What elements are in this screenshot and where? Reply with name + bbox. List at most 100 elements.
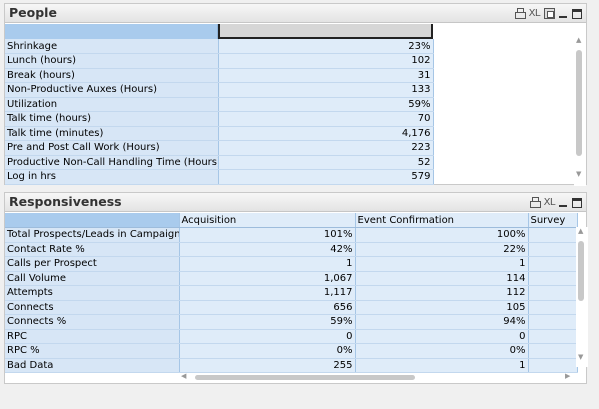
responsiveness-vertical-scrollbar[interactable]: ▲ ▼ (576, 227, 588, 367)
row-label[interactable]: Total Prospects/Leads in Campaign (5, 227, 180, 243)
row-value[interactable]: 59% (218, 97, 434, 112)
acquisition-cell[interactable]: 1,067 (179, 271, 356, 286)
table-row: Talk time (minutes) 4,176 (5, 126, 434, 141)
row-label[interactable]: Lunch (hours) (5, 53, 219, 69)
scroll-up-icon[interactable]: ▲ (576, 36, 582, 44)
survey-cell[interactable] (528, 343, 578, 359)
row-label[interactable]: Pre and Post Call Work (Hours) (5, 140, 219, 156)
scroll-down-icon[interactable]: ▼ (578, 353, 584, 361)
survey-cell[interactable] (528, 271, 578, 286)
minimize-icon[interactable] (559, 9, 568, 19)
event-confirmation-cell[interactable]: 1 (355, 358, 529, 373)
event-confirmation-cell[interactable]: 1 (355, 256, 529, 272)
table-row: Connects 656 105 (5, 300, 578, 315)
scroll-up-icon[interactable]: ▲ (578, 227, 584, 235)
row-label[interactable]: Talk time (minutes) (5, 126, 219, 141)
survey-cell[interactable] (528, 242, 578, 257)
event-confirmation-cell[interactable]: 94% (355, 314, 529, 330)
survey-cell[interactable] (528, 256, 578, 272)
row-label[interactable]: Productive Non-Call Handling Time (Hours… (5, 155, 219, 170)
survey-cell[interactable] (528, 300, 578, 315)
scroll-right-icon[interactable]: ▶ (565, 372, 571, 380)
scroll-thumb[interactable] (578, 241, 584, 301)
column-header-survey[interactable]: Survey (528, 213, 578, 228)
row-label[interactable]: Log in hrs (5, 169, 219, 185)
table-row: Total Prospects/Leads in Campaign 101% 100… (5, 227, 578, 243)
row-label[interactable]: Bad Data (5, 358, 180, 373)
table-row: Bad Data 255 1 (5, 358, 578, 373)
table-row: RPC % 0% 0% (5, 343, 578, 359)
restore-icon[interactable] (544, 8, 555, 19)
row-value[interactable]: 4,176 (218, 126, 434, 141)
table-row: Pre and Post Call Work (Hours) 223 (5, 140, 434, 156)
event-confirmation-cell[interactable]: 0% (355, 343, 529, 359)
survey-cell[interactable] (528, 314, 578, 330)
event-confirmation-cell[interactable]: 112 (355, 285, 529, 301)
acquisition-cell[interactable]: 1 (179, 256, 356, 272)
scroll-thumb[interactable] (576, 50, 582, 156)
people-panel-toolbar: XL (514, 7, 582, 20)
survey-cell[interactable] (528, 329, 578, 344)
scroll-left-icon[interactable]: ◀ (181, 372, 187, 380)
row-value[interactable]: 133 (218, 82, 434, 98)
minimize-icon[interactable] (559, 198, 568, 208)
table-row: Lunch (hours) 102 (5, 53, 434, 69)
row-value[interactable]: 102 (218, 53, 434, 69)
acquisition-cell[interactable]: 59% (179, 314, 356, 330)
event-confirmation-cell[interactable]: 114 (355, 271, 529, 286)
print-icon[interactable] (529, 197, 541, 208)
acquisition-cell[interactable]: 1,117 (179, 285, 356, 301)
acquisition-cell[interactable]: 42% (179, 242, 356, 257)
table-row: Utilization 59% (5, 97, 434, 112)
column-header-acquisition[interactable]: Acquisition (179, 213, 356, 228)
row-label[interactable]: RPC % (5, 343, 180, 359)
xl-export-icon[interactable]: XL (528, 7, 541, 19)
survey-cell[interactable] (528, 358, 578, 373)
acquisition-cell[interactable]: 0 (179, 329, 356, 344)
table-row: Connects % 59% 94% (5, 314, 578, 330)
row-label[interactable]: Utilization (5, 97, 219, 112)
row-label[interactable]: Non-Productive Auxes (Hours) (5, 82, 219, 98)
event-confirmation-cell[interactable]: 22% (355, 242, 529, 257)
people-header-value-cell[interactable] (218, 24, 433, 39)
row-label[interactable]: Call Volume (5, 271, 180, 286)
row-value[interactable]: 223 (218, 140, 434, 156)
column-header-event-confirmation[interactable]: Event Confirmation (355, 213, 529, 228)
responsiveness-horizontal-scrollbar[interactable]: ◀ ▶ (181, 372, 575, 382)
row-label[interactable]: Connects (5, 300, 180, 315)
xl-export-icon[interactable]: XL (543, 196, 556, 208)
row-label[interactable]: Talk time (hours) (5, 111, 219, 127)
maximize-icon[interactable] (572, 8, 582, 19)
event-confirmation-cell[interactable]: 105 (355, 300, 529, 315)
row-label[interactable]: Attempts (5, 285, 180, 301)
row-label[interactable]: RPC (5, 329, 180, 344)
row-value[interactable]: 579 (218, 169, 434, 185)
row-label[interactable]: Contact Rate % (5, 242, 180, 257)
row-label[interactable]: Connects % (5, 314, 180, 330)
acquisition-cell[interactable]: 101% (179, 227, 356, 243)
row-label[interactable]: Shrinkage (5, 39, 219, 54)
print-icon[interactable] (514, 8, 526, 19)
survey-cell[interactable] (528, 285, 578, 301)
table-row: Log in hrs 579 (5, 169, 434, 185)
row-value[interactable]: 23% (218, 39, 434, 54)
event-confirmation-cell[interactable]: 100% (355, 227, 529, 243)
acquisition-cell[interactable]: 0% (179, 343, 356, 359)
acquisition-cell[interactable]: 255 (179, 358, 356, 373)
people-vertical-scrollbar[interactable]: ▲ ▼ (574, 36, 586, 186)
event-confirmation-cell[interactable]: 0 (355, 329, 529, 344)
people-header-label-cell[interactable] (5, 24, 218, 39)
table-row: Calls per Prospect 1 1 (5, 256, 578, 272)
row-label[interactable]: Break (hours) (5, 68, 219, 83)
acquisition-cell[interactable]: 656 (179, 300, 356, 315)
scroll-thumb[interactable] (195, 375, 415, 380)
scroll-down-icon[interactable]: ▼ (576, 170, 582, 178)
column-header-label[interactable] (5, 213, 180, 228)
table-row: Attempts 1,117 112 (5, 285, 578, 301)
survey-cell[interactable] (528, 227, 578, 243)
row-value[interactable]: 70 (218, 111, 434, 127)
row-value[interactable]: 31 (218, 68, 434, 83)
maximize-icon[interactable] (572, 197, 582, 208)
row-value[interactable]: 52 (218, 155, 434, 170)
row-label[interactable]: Calls per Prospect (5, 256, 180, 272)
